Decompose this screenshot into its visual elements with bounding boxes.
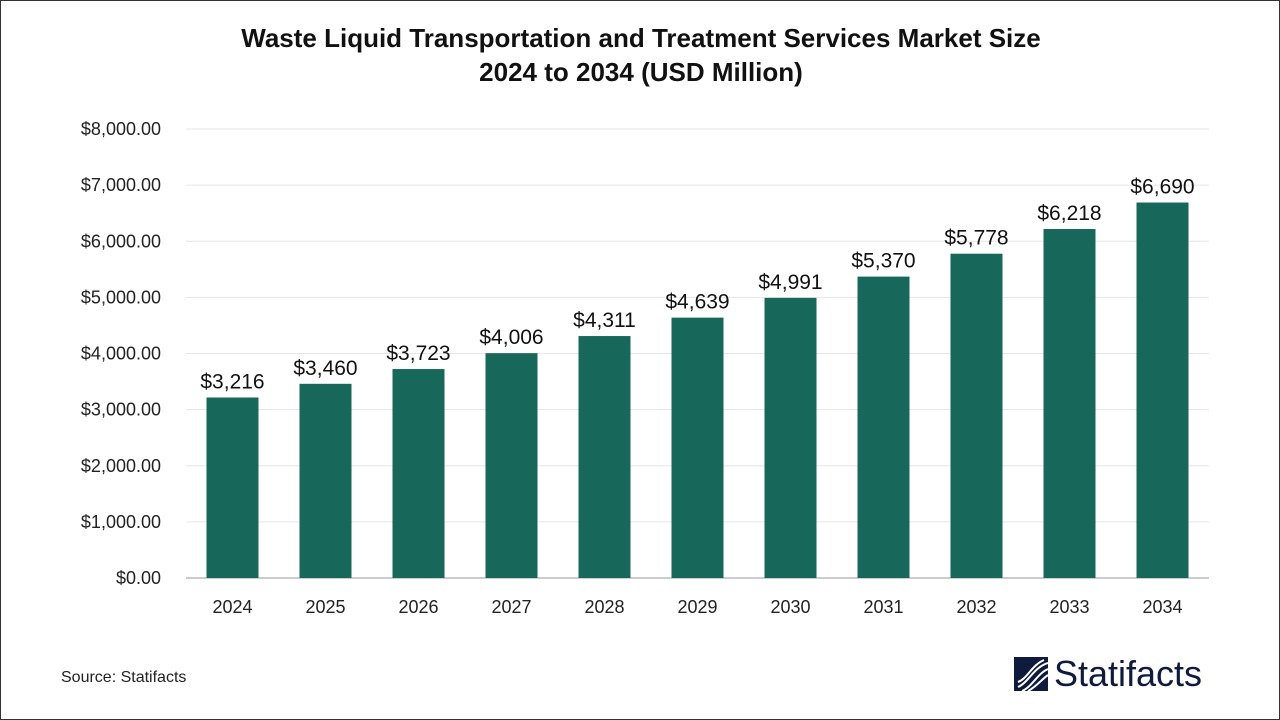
data-label: $4,991 — [758, 271, 822, 294]
data-label: $5,370 — [851, 250, 915, 273]
y-tick-label: $7,000.00 — [81, 175, 161, 195]
data-label: $6,218 — [1037, 202, 1101, 225]
bar — [764, 297, 817, 578]
bar — [857, 276, 910, 578]
y-tick-label: $2,000.00 — [81, 456, 161, 476]
y-tick-label: $5,000.00 — [81, 287, 161, 307]
data-label: $3,460 — [293, 357, 357, 380]
x-tick-label: 2027 — [491, 597, 531, 617]
x-tick-label: 2032 — [956, 597, 996, 617]
x-tick-label: 2028 — [584, 597, 624, 617]
statifacts-logo: Statifacts — [1014, 653, 1202, 695]
x-tick-label: 2030 — [770, 597, 810, 617]
y-tick-label: $4,000.00 — [81, 344, 161, 364]
bar — [671, 317, 724, 578]
bar — [578, 336, 631, 578]
bar — [392, 369, 445, 578]
data-label: $4,311 — [573, 309, 636, 332]
x-tick-label: 2031 — [863, 597, 903, 617]
bar — [950, 253, 1003, 578]
y-tick-label: $1,000.00 — [81, 512, 161, 532]
bar — [485, 353, 538, 578]
logo-icon — [1014, 657, 1048, 691]
x-tick-label: 2034 — [1142, 597, 1182, 617]
bar — [299, 383, 352, 578]
data-label: $4,006 — [479, 326, 543, 349]
bar — [1043, 229, 1096, 578]
logo-text: Statifacts — [1054, 653, 1203, 694]
x-tick-label: 2029 — [677, 597, 717, 617]
bar — [1136, 202, 1189, 578]
x-tick-label: 2024 — [212, 597, 252, 617]
y-tick-label: $8,000.00 — [81, 119, 161, 139]
chart-title: Waste Liquid Transportation and Treatmen… — [1, 21, 1279, 89]
data-label: $5,778 — [944, 227, 1008, 250]
data-label: $3,723 — [386, 342, 450, 365]
y-tick-label: $0.00 — [116, 568, 161, 588]
title-line: Waste Liquid Transportation and Treatmen… — [241, 23, 1041, 53]
x-tick-label: 2026 — [398, 597, 438, 617]
subtitle-line: 2024 to 2034 (USD Million) — [479, 57, 803, 87]
data-label: $3,216 — [200, 371, 264, 394]
data-label: $6,690 — [1130, 176, 1194, 199]
x-tick-label: 2033 — [1049, 597, 1089, 617]
bar — [206, 397, 259, 578]
x-tick-label: 2025 — [305, 597, 345, 617]
y-tick-label: $6,000.00 — [81, 231, 161, 251]
y-tick-label: $3,000.00 — [81, 400, 161, 420]
data-label: $4,639 — [665, 291, 729, 314]
source-note: Source: Statifacts — [61, 669, 187, 686]
